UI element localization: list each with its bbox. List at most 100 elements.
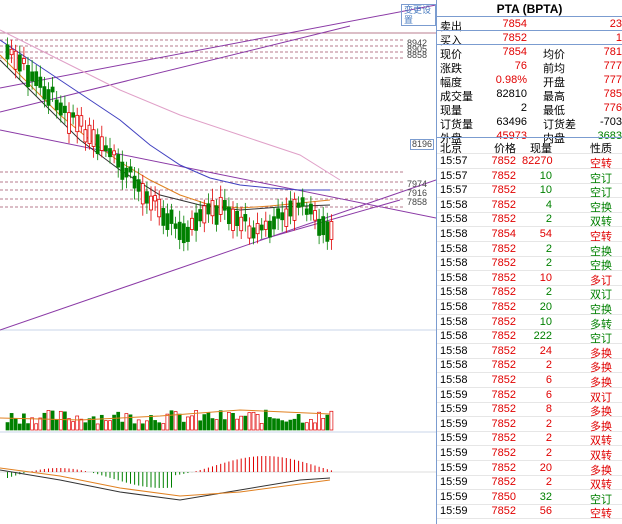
- header-nature: 性质: [590, 143, 612, 155]
- volume-bar: [284, 421, 289, 431]
- candle-body: [177, 221, 182, 240]
- volume-bar: [99, 414, 104, 431]
- trade-time: 15:58: [440, 198, 468, 211]
- trade-row[interactable]: 15:58 7852 20 空换: [437, 300, 622, 316]
- trade-row[interactable]: 15:59 7852 8 多换: [437, 402, 622, 418]
- price-tag-7858: 7858: [407, 197, 428, 207]
- trade-row[interactable]: 15:58 7852 222 空订: [437, 329, 622, 346]
- trade-nature: 空换: [590, 245, 612, 258]
- candle-body: [169, 209, 174, 224]
- candle-body: [120, 161, 125, 180]
- price-tag-7916: 7916: [407, 188, 428, 198]
- candle-body: [21, 58, 26, 64]
- trade-row[interactable]: 15:57 7852 10 空订: [437, 169, 622, 185]
- volume-bar: [325, 414, 330, 431]
- chart-area[interactable]: 变更设置 8942 8905 8858 8196 7974 7916 7858: [0, 0, 437, 524]
- trade-time: 15:59: [440, 417, 468, 430]
- candle-body: [13, 50, 18, 70]
- candle-body: [181, 223, 186, 244]
- trade-row[interactable]: 15:59 7852 2 双转: [437, 446, 622, 462]
- trade-time: 15:58: [440, 359, 468, 372]
- quote-label-2: 最低: [543, 105, 565, 117]
- quote-value-2: 785: [603, 88, 622, 100]
- quote-value-2: -703: [599, 116, 622, 128]
- trend-line: [0, 129, 436, 219]
- trade-nature: 空订: [590, 333, 612, 346]
- trade-time: 15:59: [440, 476, 468, 489]
- price-tag-8942: 8942: [407, 38, 428, 48]
- trade-row[interactable]: 15:59 7852 56 空转: [437, 504, 622, 520]
- trade-time: 15:58: [440, 286, 468, 299]
- trend-line: [0, 4, 436, 89]
- volume-bar: [202, 414, 207, 431]
- volume-bar: [263, 409, 268, 431]
- trade-row[interactable]: 15:57 7852 10 空订: [437, 183, 622, 199]
- volume-bar: [157, 422, 162, 431]
- header-time: 北京: [440, 143, 462, 155]
- trade-row[interactable]: 15:59 7852 2 多换: [437, 417, 622, 433]
- volume-bar: [304, 422, 309, 431]
- volume-bar: [34, 423, 39, 431]
- candle-body: [67, 112, 71, 134]
- volume-bar: [181, 421, 186, 431]
- trade-price: 7852: [491, 403, 516, 416]
- trade-price: 7850: [491, 490, 516, 503]
- settings-button[interactable]: 变更设置: [401, 4, 436, 26]
- trade-row[interactable]: 15:59 7852 20 多换: [437, 461, 622, 477]
- candle-body: [190, 217, 194, 230]
- candle-body: [185, 226, 190, 242]
- trade-volume: 2: [545, 213, 552, 226]
- trend-line: [259, 199, 401, 241]
- trade-row[interactable]: 15:58 7852 2 双转: [437, 212, 622, 228]
- quote-label-2: 最高: [543, 91, 565, 103]
- trade-row[interactable]: 15:59 7850 32 空订: [437, 490, 622, 506]
- trade-row[interactable]: 15:58 7852 2 空换: [437, 256, 622, 272]
- trade-row[interactable]: 15:58 7852 10 多订: [437, 271, 622, 287]
- quote-value: 76: [514, 60, 527, 72]
- candle-body: [144, 191, 149, 204]
- trade-row[interactable]: 15:58 7852 24 多换: [437, 344, 622, 360]
- trade-time: 15:58: [440, 242, 468, 255]
- candle-body: [235, 210, 240, 226]
- trade-row[interactable]: 15:59 7852 6 双订: [437, 388, 622, 404]
- quote-label-2: 订货差: [543, 119, 576, 131]
- trade-row[interactable]: 15:57 7852 82270 空转: [437, 154, 622, 170]
- quote-value-2: 777: [603, 74, 622, 86]
- candlestick-chart[interactable]: [0, 0, 436, 524]
- trade-row[interactable]: 15:58 7852 4 空换: [437, 198, 622, 214]
- candle-body: [173, 223, 178, 229]
- trade-row[interactable]: 15:58 7854 54 空转: [437, 227, 622, 243]
- candle-body: [34, 71, 39, 86]
- volume-bar: [255, 414, 260, 431]
- trade-row[interactable]: 15:58 7852 6 多换: [437, 373, 622, 389]
- trade-row[interactable]: 15:58 7852 2 双订: [437, 285, 622, 301]
- trade-row[interactable]: 15:59 7852 2 双转: [437, 431, 622, 447]
- volume-bar: [288, 419, 293, 431]
- volume-bar: [198, 420, 203, 431]
- trade-price: 7852: [491, 359, 516, 372]
- candle-body: [321, 216, 326, 236]
- candle-body: [263, 220, 268, 230]
- volume-bar: [268, 417, 272, 431]
- trade-row[interactable]: 15:58 7852 2 多换: [437, 358, 622, 374]
- ma-line-blue: [0, 39, 330, 191]
- volume-bar: [91, 416, 96, 431]
- quote-label-2: 内盘: [543, 133, 565, 145]
- volume-bar: [296, 414, 301, 431]
- volume-bar: [161, 423, 166, 431]
- trade-row[interactable]: 15:59 7852 2 双转: [437, 475, 622, 491]
- candle-body: [206, 203, 211, 215]
- candle-body: [99, 136, 104, 151]
- trade-time: 15:58: [440, 228, 468, 240]
- volume-bar: [177, 413, 182, 431]
- quote-label: 成交量: [440, 91, 473, 103]
- trade-nature: 空转: [590, 158, 612, 170]
- quote-label: 涨跌: [440, 63, 462, 75]
- trade-volume: 56: [539, 505, 552, 518]
- trade-row[interactable]: 15:58 7852 10 多转: [437, 315, 622, 331]
- volume-bar: [9, 413, 14, 431]
- volume-bar: [210, 418, 215, 431]
- trade-row[interactable]: 15:58 7852 2 空换: [437, 242, 622, 258]
- candle-body: [247, 225, 252, 239]
- quote-row: 成交量 82810 最高 785: [437, 88, 622, 103]
